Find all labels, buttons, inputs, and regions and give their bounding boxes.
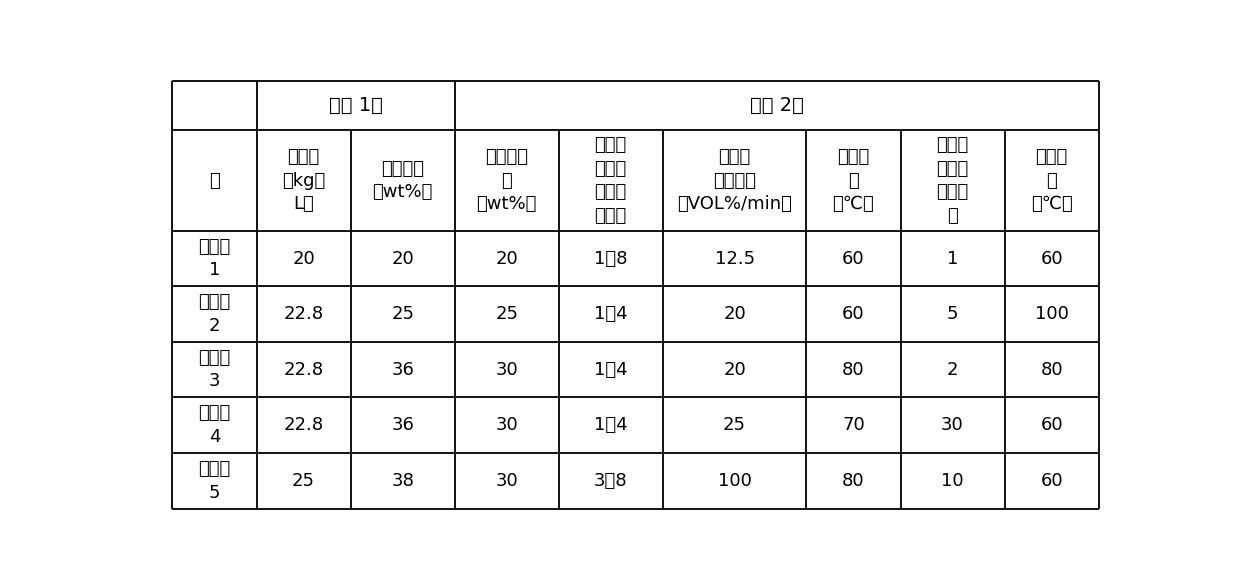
- Text: 步骤 1）: 步骤 1）: [329, 96, 382, 116]
- Text: 实施例
1: 实施例 1: [198, 238, 231, 279]
- Text: 80: 80: [1040, 361, 1063, 378]
- Text: 20: 20: [293, 249, 315, 267]
- Text: 38: 38: [392, 472, 414, 490]
- Text: 盐酸浓度
（wt%）: 盐酸浓度 （wt%）: [372, 160, 433, 201]
- Text: 2: 2: [947, 361, 959, 378]
- Text: 30: 30: [495, 472, 518, 490]
- Text: 实施例
4: 实施例 4: [198, 404, 231, 446]
- Text: 80: 80: [842, 472, 864, 490]
- Text: 1：4: 1：4: [594, 361, 627, 378]
- Text: 25: 25: [495, 305, 518, 323]
- Text: 实施例
2: 实施例 2: [198, 293, 231, 335]
- Text: 固液比
（kg：
L）: 固液比 （kg： L）: [281, 148, 325, 213]
- Text: 60: 60: [842, 305, 864, 323]
- Text: 60: 60: [1040, 416, 1063, 434]
- Text: 1: 1: [947, 249, 959, 267]
- Text: 25: 25: [293, 472, 315, 490]
- Text: 30: 30: [941, 416, 963, 434]
- Text: 30: 30: [495, 361, 518, 378]
- Text: 100: 100: [718, 472, 751, 490]
- Text: 30: 30: [495, 416, 518, 434]
- Text: 100: 100: [1034, 305, 1069, 323]
- Text: 60: 60: [1040, 249, 1063, 267]
- Text: 60: 60: [842, 249, 864, 267]
- Text: 混合溶
液与水
的体积
比: 混合溶 液与水 的体积 比: [936, 136, 968, 225]
- Text: 80: 80: [842, 361, 864, 378]
- Text: 实施例
5: 实施例 5: [198, 460, 231, 502]
- Text: 36: 36: [392, 361, 414, 378]
- Text: 20: 20: [495, 249, 518, 267]
- Text: 25: 25: [391, 305, 414, 323]
- Text: 22.8: 22.8: [284, 305, 324, 323]
- Text: 12.5: 12.5: [714, 249, 755, 267]
- Text: 3：8: 3：8: [594, 472, 627, 490]
- Text: 10: 10: [941, 472, 963, 490]
- Text: 5: 5: [947, 305, 959, 323]
- Text: 60: 60: [1040, 472, 1063, 490]
- Text: 双氧水
加入速率
（VOL%/min）: 双氧水 加入速率 （VOL%/min）: [677, 148, 792, 213]
- Text: 22.8: 22.8: [284, 361, 324, 378]
- Text: 1：8: 1：8: [594, 249, 627, 267]
- Text: 实施例
3: 实施例 3: [198, 349, 231, 391]
- Text: 1：4: 1：4: [594, 416, 627, 434]
- Text: 双氧水
与混合
溶液的
体积比: 双氧水 与混合 溶液的 体积比: [595, 136, 627, 225]
- Text: 20: 20: [392, 249, 414, 267]
- Text: 20: 20: [723, 361, 746, 378]
- Text: 例: 例: [210, 172, 219, 190]
- Text: 22.8: 22.8: [284, 416, 324, 434]
- Text: 70: 70: [842, 416, 864, 434]
- Text: 25: 25: [723, 416, 746, 434]
- Text: 步骤 2）: 步骤 2）: [750, 96, 804, 116]
- Text: 36: 36: [392, 416, 414, 434]
- Text: 1：4: 1：4: [594, 305, 627, 323]
- Text: 双氧水浓
度
（wt%）: 双氧水浓 度 （wt%）: [476, 148, 537, 213]
- Text: 干燥温
度
（℃）: 干燥温 度 （℃）: [1030, 148, 1073, 213]
- Text: 20: 20: [723, 305, 746, 323]
- Text: 水浴温
度
（℃）: 水浴温 度 （℃）: [832, 148, 874, 213]
